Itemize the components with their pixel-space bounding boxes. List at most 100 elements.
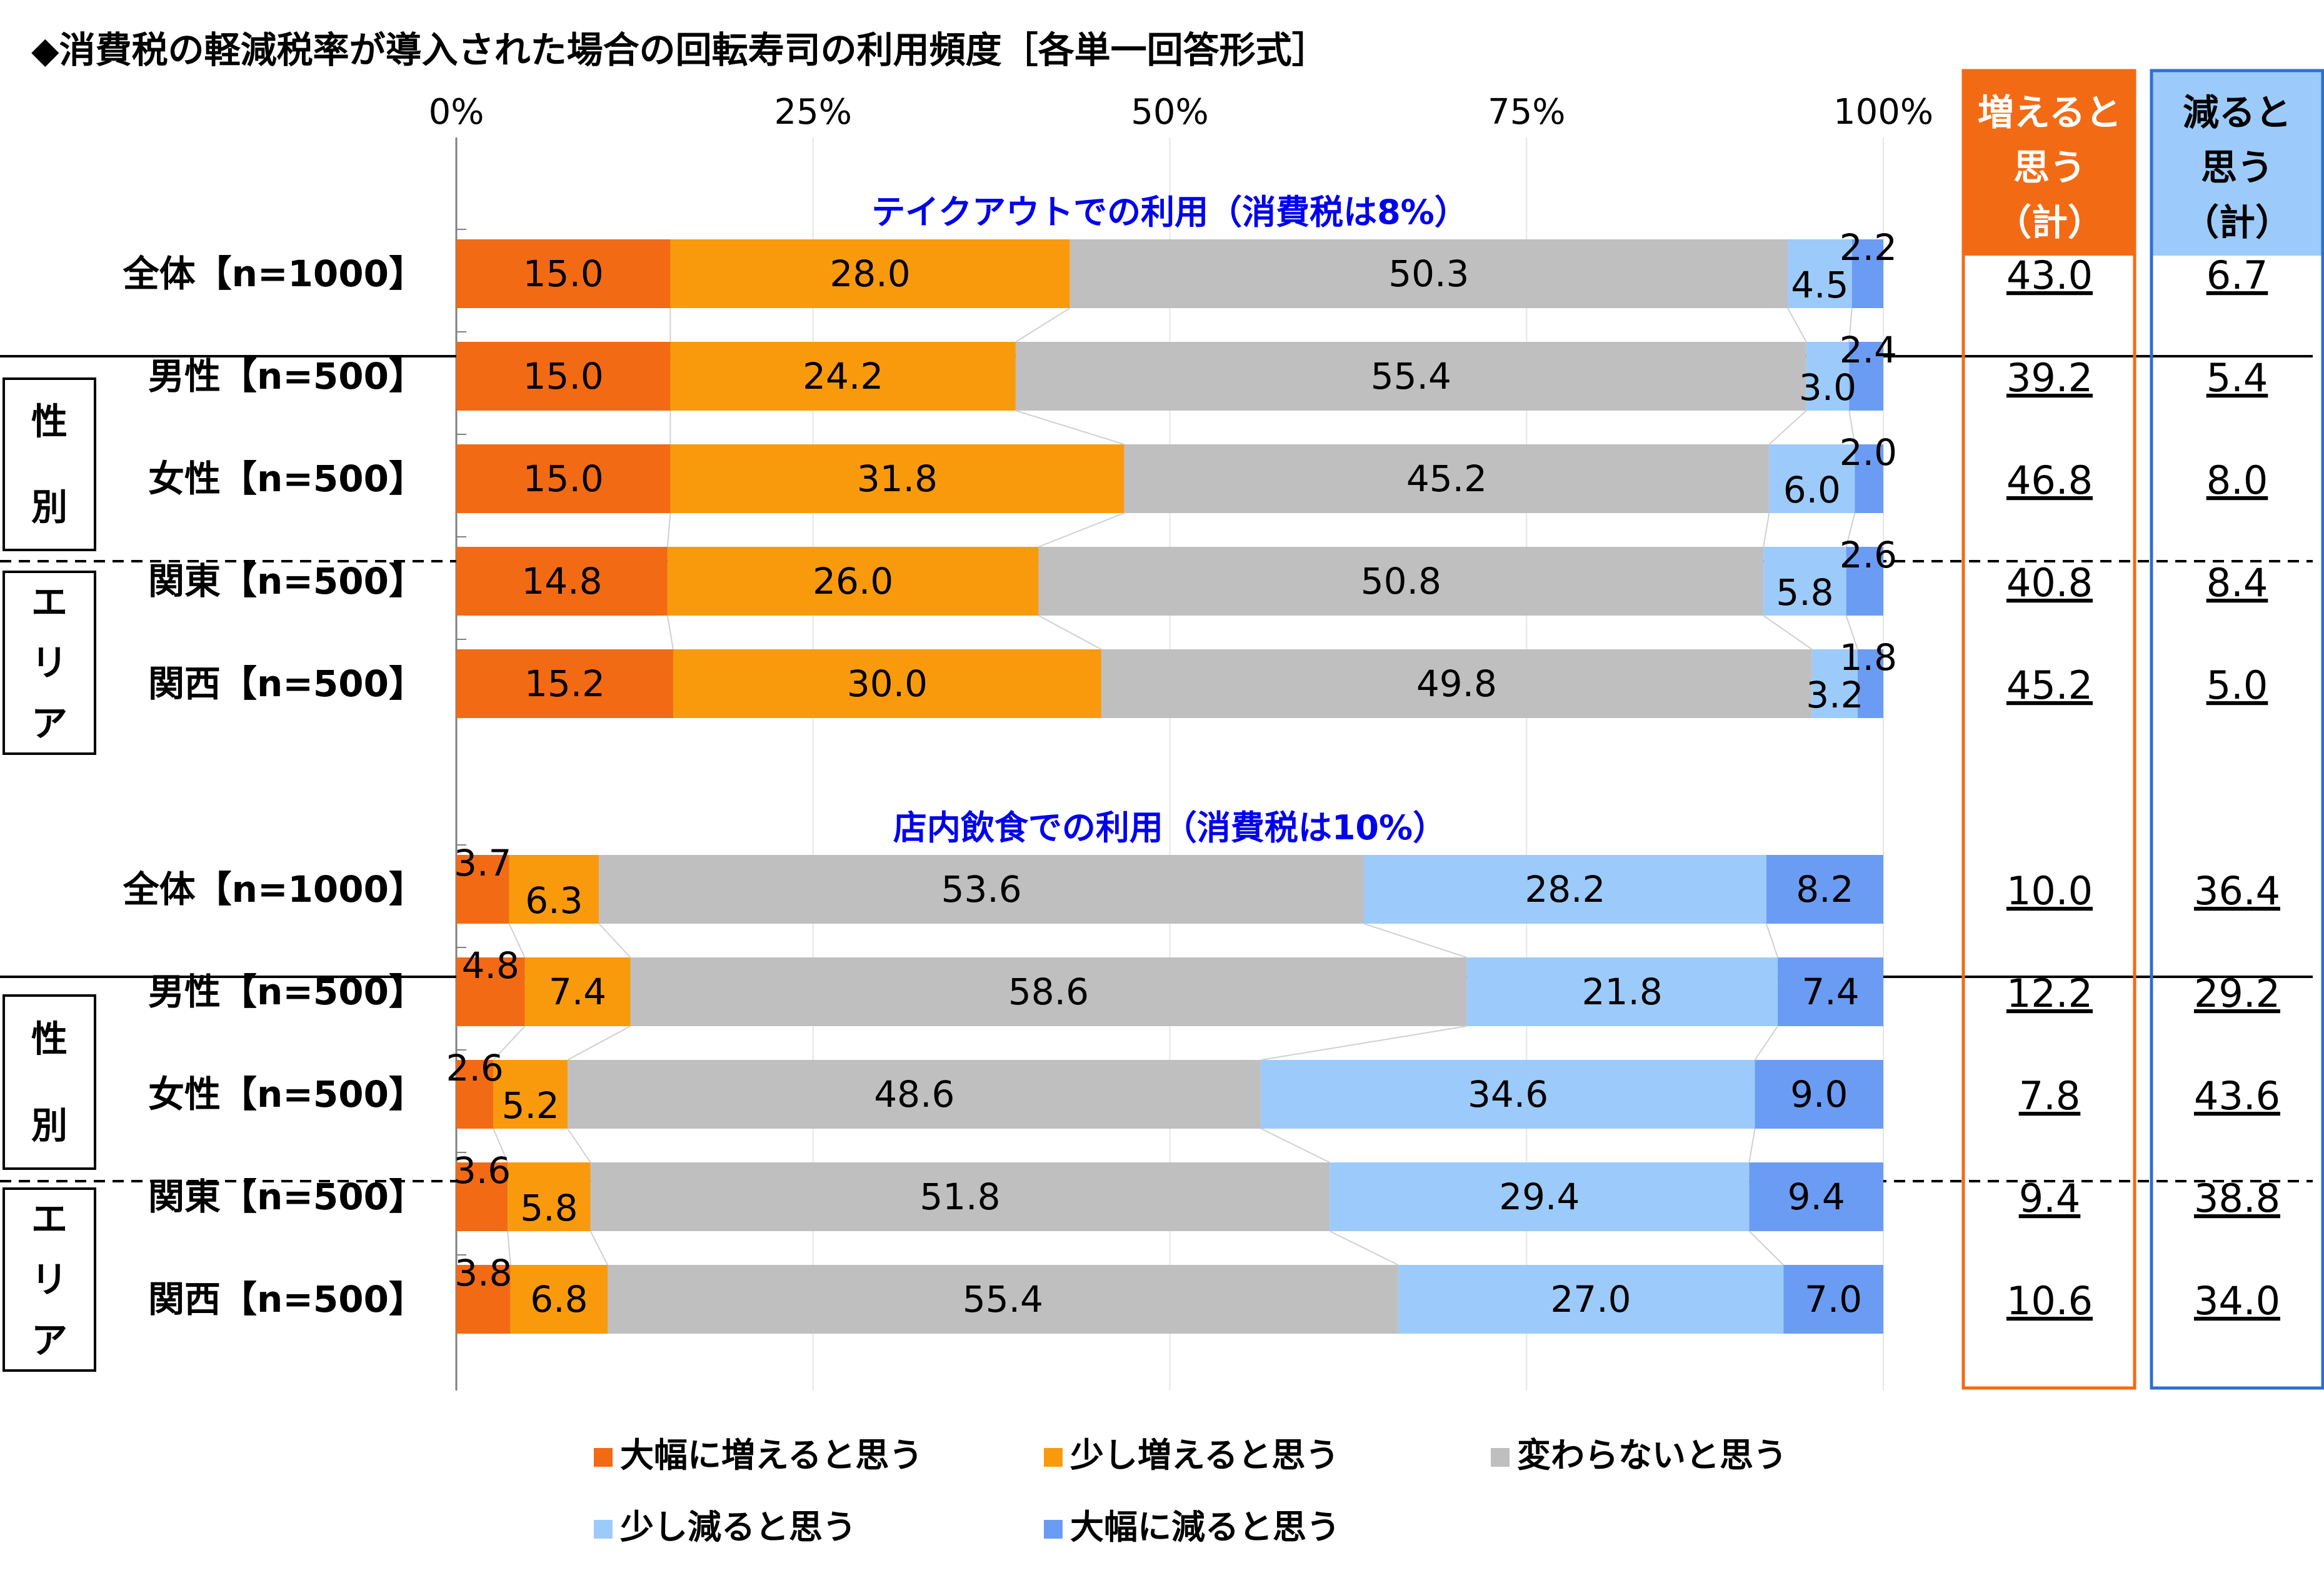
legend-label: 少し減ると思う [620,1507,856,1547]
bar-value-label: 27.0 [1550,1278,1631,1321]
bar-value-label: 7.4 [1801,971,1859,1013]
bar-segment [1849,342,1883,411]
group-label: 性 [31,401,68,443]
bar-segment [508,1162,591,1231]
bar-value-label: 51.8 [919,1176,1000,1218]
connector-line [1363,923,1467,958]
bar-segment [524,957,631,1026]
section-title: 店内飲食での利用（消費税は10%） [893,808,1446,847]
group-box [3,571,96,755]
increase-total-value: 9.4 [2019,1176,2081,1221]
bar-value-label: 29.4 [1499,1176,1580,1218]
bar-value-label: 2.6 [446,1047,504,1089]
increase-total-value: 12.2 [2006,971,2093,1016]
increase-total-box [1961,69,2136,1390]
x-tick-label: 50% [1131,92,1208,132]
legend-label: 大幅に減ると思う [1070,1507,1340,1547]
connector-line [1329,1231,1399,1266]
increase-header-text: （計） [1995,201,2104,244]
x-tick-label: 0% [429,92,484,132]
bar-segment [1783,1265,1883,1334]
bar-value-label: 28.2 [1525,868,1605,911]
bar-value-label: 28.0 [829,252,910,295]
bar-segment [509,855,599,924]
increase-header-text: 増えると [1978,91,2121,134]
bar-value-label: 55.4 [1371,355,1451,397]
connector-line [666,615,674,650]
bar-segment [456,239,671,308]
bar-value-label: 14.8 [521,560,602,602]
bar-value-label: 24.2 [803,355,883,397]
bar-segment [1763,547,1846,616]
decrease-header-text: 減ると [2183,91,2291,134]
x-tick-label: 75% [1488,92,1565,132]
connector-line [1763,512,1770,547]
increase-header-bg [1963,71,2135,256]
bar-value-label: 6.3 [525,879,583,922]
legend-swatch [594,1520,613,1539]
row-label: 全体【n=1000】 [123,868,425,911]
bar-segment [1811,649,1858,718]
bar-segment [1015,342,1806,411]
group-label: エ [31,1198,68,1241]
connector-line [508,923,526,958]
bar-segment [1846,547,1883,616]
bar-value-label: 53.6 [941,868,1022,911]
bar-segment [510,1265,608,1334]
connector-line [1038,512,1124,547]
bar-segment [1466,957,1778,1026]
bar-segment [568,1060,1261,1129]
decrease-total-value: 6.7 [2206,252,2268,298]
connector-line [1015,410,1124,445]
decrease-total-value: 8.0 [2206,457,2268,503]
connector-line [1768,410,1807,445]
connector-line [666,512,671,547]
bar-segment [1069,239,1788,308]
legend-swatch [1491,1448,1510,1467]
connector-line [1763,615,1813,650]
bar-segment [1769,444,1855,513]
decrease-total-value: 34.0 [2194,1278,2280,1324]
group-label: エ [31,581,68,624]
bar-value-label: 50.3 [1388,252,1469,295]
group-box [3,377,96,551]
bar-value-label: 2.2 [1840,226,1897,269]
bar-value-label: 31.8 [857,457,938,500]
bar-value-label: 3.8 [454,1252,512,1294]
bar-segment [1398,1265,1784,1334]
bar-value-label: 3.0 [1799,366,1856,409]
bar-value-label: 50.8 [1361,560,1441,602]
decrease-total-value: 5.0 [2206,662,2268,708]
group-label: 別 [31,1104,68,1147]
bar-value-label: 4.8 [462,944,519,987]
legend-swatch [1044,1448,1063,1467]
bar-segment [456,342,671,411]
bar-layer [456,239,1883,1334]
label-layer: テイクアウトでの利用（消費税は8%） 全体【n=1000】 15.0 28.0 50.3… [123,192,1897,1321]
bar-value-label: 6.8 [530,1278,588,1321]
bar-segment [1857,649,1883,718]
decrease-total-value: 36.4 [2194,868,2280,914]
bar-value-label: 9.4 [1788,1176,1845,1218]
row-label: 男性【n=500】 [148,355,425,397]
connector-line [1765,923,1779,958]
connector-line [507,1231,511,1266]
decrease-total-value: 5.4 [2206,355,2268,401]
bar-value-label: 3.2 [1806,674,1863,716]
legend-label: 少し増えると思う [1070,1436,1339,1475]
bar-segment [1806,342,1850,411]
bar-value-label: 45.2 [1406,457,1487,500]
decrease-total-value: 8.4 [2206,560,2268,606]
bar-value-label: 8.2 [1796,868,1853,911]
row-label: 関東【n=500】 [148,1176,425,1218]
decrease-header-bg [2151,71,2323,256]
group-label: ア [31,1319,68,1362]
bar-value-label: 48.6 [874,1073,954,1116]
chart-title: ◆消費税の軽減税率が導入された場合の回転寿司の利用頻度［各単一回答形式］ [31,29,1328,71]
increase-total-value: 39.2 [2006,355,2093,401]
bar-segment [670,444,1124,513]
bar-value-label: 15.0 [523,252,604,295]
